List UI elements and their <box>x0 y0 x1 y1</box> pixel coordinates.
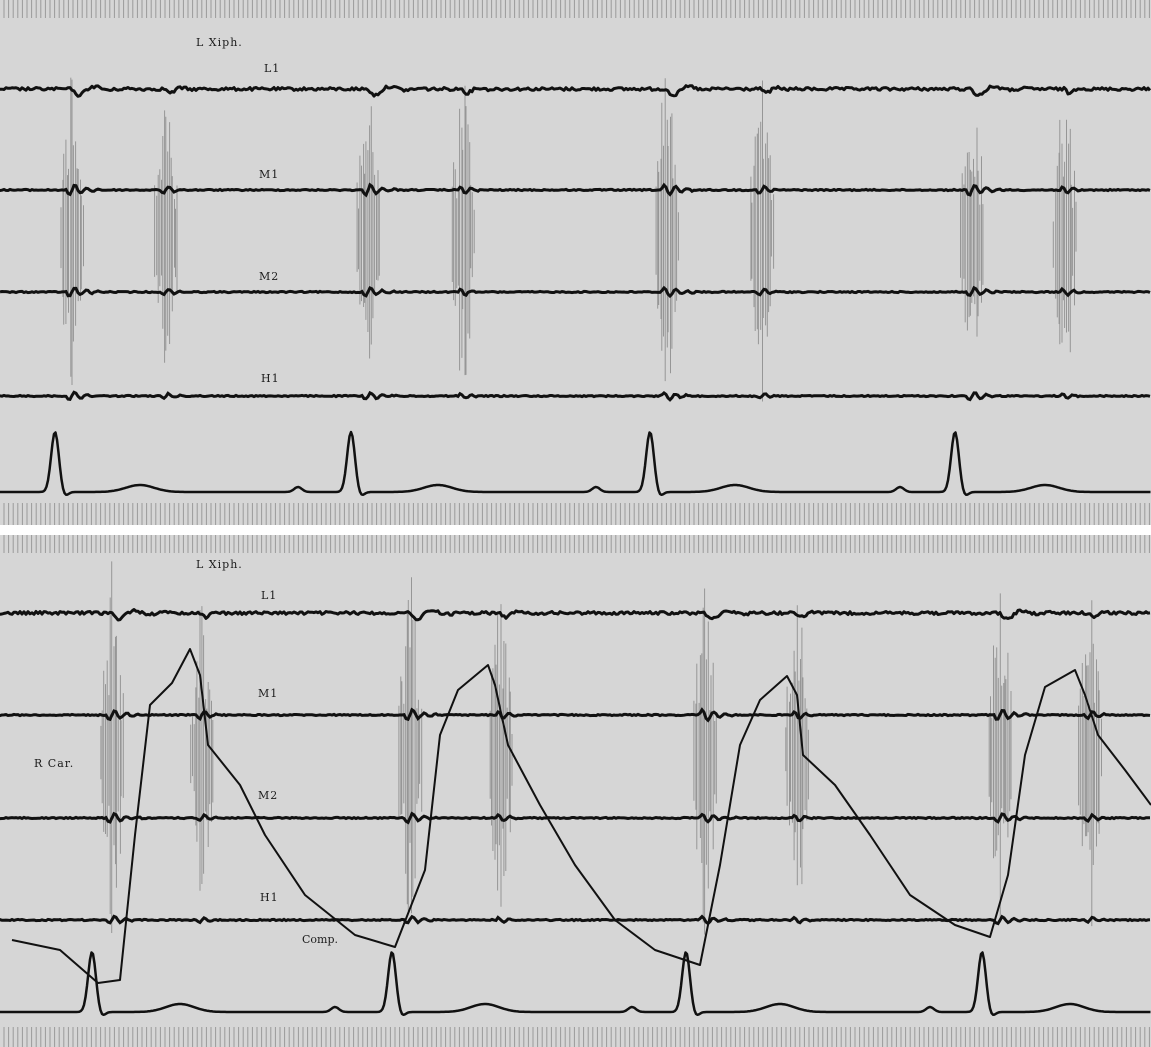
h1-trace <box>0 390 1151 402</box>
phonocardiogram-traces-bottom <box>0 535 1151 1047</box>
carotid-pulse-trace <box>11 648 1151 984</box>
m1-trace <box>0 707 1151 723</box>
m2-trace <box>0 285 1151 299</box>
heart-sound-bursts <box>60 77 1077 402</box>
trace-label-l1: L1 <box>264 62 281 75</box>
m2-trace <box>0 811 1150 825</box>
heart-sound-bursts <box>100 561 1102 935</box>
m1-trace <box>0 182 1151 198</box>
pulse-label: R Car. <box>34 757 75 770</box>
h1-trace <box>0 914 1151 926</box>
l1-trace <box>0 608 1151 622</box>
trace-label-m2: M2 <box>258 789 279 802</box>
phonocardiogram-traces-top <box>0 0 1151 525</box>
timing-marks <box>3 535 1150 1047</box>
trace-label-m2: M2 <box>259 270 280 283</box>
site-label: L Xiph. <box>196 558 243 571</box>
trace-label-l1: L1 <box>261 589 278 602</box>
comp-label: Comp. <box>302 933 339 946</box>
trace-label-m1: M1 <box>259 168 280 181</box>
phonocardiogram-panel-top: L Xiph. L1 M1 M2 H1 <box>0 0 1151 525</box>
phonocardiogram-panel-bottom: L Xiph. L1 M1 R Car. M2 H1 Comp. <box>0 535 1151 1047</box>
ecg-trace <box>0 430 1151 497</box>
l1-trace <box>0 84 1151 98</box>
trace-label-h1: H1 <box>260 891 279 904</box>
trace-label-m1: M1 <box>258 687 279 700</box>
site-label: L Xiph. <box>196 36 243 49</box>
ecg-trace <box>0 951 1151 1017</box>
timing-marks <box>3 0 1150 525</box>
trace-label-h1: H1 <box>261 372 280 385</box>
